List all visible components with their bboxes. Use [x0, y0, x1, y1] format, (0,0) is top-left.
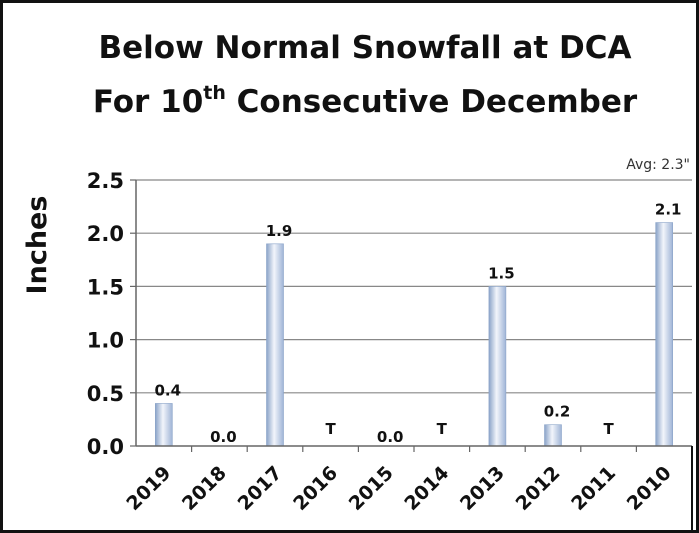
bar-2013	[488, 286, 507, 447]
chart-title-line2-sup: th	[203, 82, 226, 104]
y-tick-label: 0.5	[87, 382, 124, 406]
y-tick-label: 0.0	[87, 435, 124, 459]
y-tick-label: 2.5	[87, 169, 124, 193]
data-label-2019: 0.4	[155, 381, 182, 399]
chart-title-line2-suffix: Consecutive December	[226, 84, 638, 120]
bar-2017	[266, 243, 284, 447]
y-tick-label: 1.5	[87, 275, 124, 299]
chart-title-line2-prefix: For 10	[93, 84, 203, 120]
data-label-2015: 0.0	[377, 428, 404, 446]
data-label-2010: 2.1	[655, 201, 682, 219]
chart-title-line1: Below Normal Snowfall at DCA	[99, 30, 632, 66]
bars	[155, 222, 674, 447]
data-label-2013: 1.5	[488, 264, 515, 282]
y-tick-labels: 0.0 0.5 1.0 1.5 2.0 2.5	[87, 169, 124, 459]
data-label-2018: 0.0	[210, 428, 237, 446]
data-labels: 0.4 0.0 1.9 T 0.0 T 1.5 0.2 T 2.1	[155, 201, 682, 446]
bar-2010	[655, 222, 674, 447]
bar-2012	[544, 424, 562, 447]
y-tick-label: 1.0	[87, 329, 124, 353]
y-axis-label: Inches	[22, 196, 53, 295]
gridlines	[130, 179, 692, 452]
data-label-2016: T	[325, 420, 336, 438]
avg-annotation: Avg: 2.3"	[626, 157, 690, 173]
y-tick-label: 2.0	[87, 222, 124, 246]
data-label-2014: T	[437, 420, 448, 438]
data-label-2011: T	[603, 420, 614, 438]
data-label-2017: 1.9	[266, 222, 293, 240]
bar-2019	[155, 403, 173, 447]
chart-title-line2: For 10th Consecutive December	[93, 82, 638, 120]
data-label-2012: 0.2	[544, 403, 571, 421]
